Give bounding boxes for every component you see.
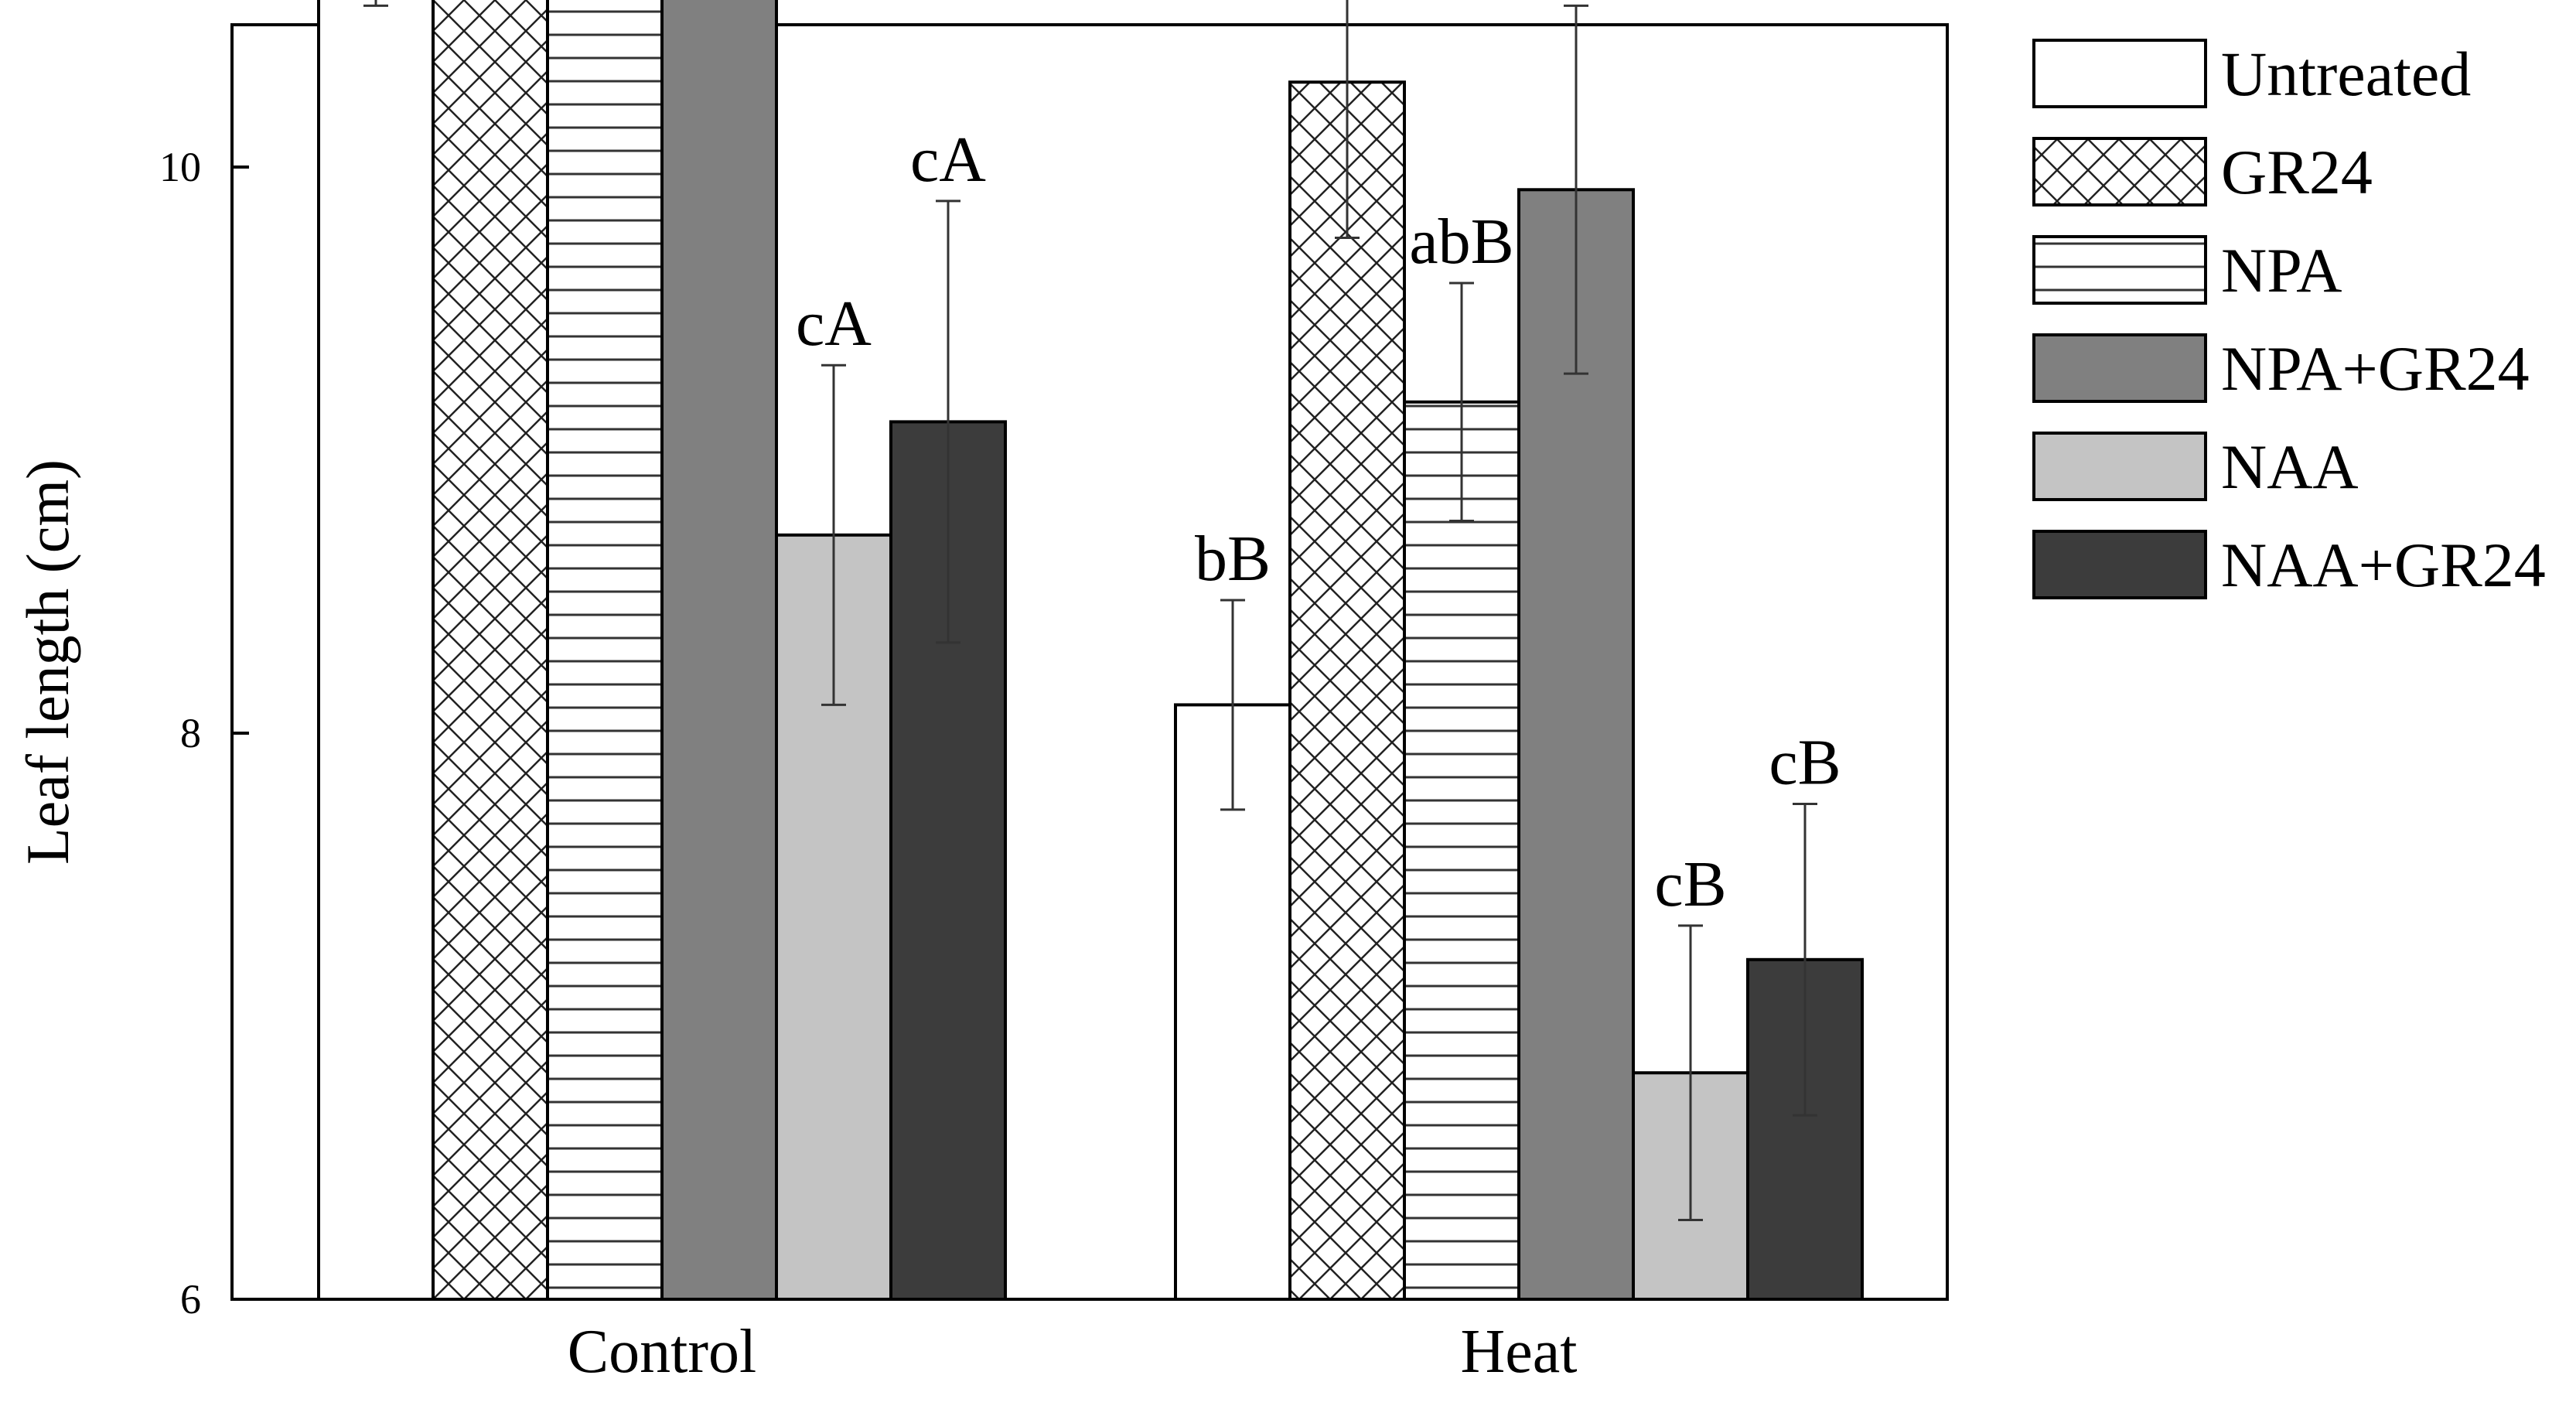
error-bar [1449,282,1474,522]
error-bar [821,363,846,706]
legend-label: NAA [2221,432,2359,502]
legend-swatch [2032,333,2207,403]
error-bar [1793,803,1817,1117]
legend-item: Untreated [2032,39,2471,109]
error-bar [1335,0,1360,239]
legend-swatch [2032,530,2207,599]
bar-npa-gr24-control [660,0,778,1301]
error-bar [363,0,388,7]
legend-item: NPA [2032,235,2342,305]
legend-label: GR24 [2221,137,2373,207]
significance-label: cB [1769,727,1841,799]
x-axis-categories: Control Heat [568,1282,1578,1386]
bar-series: bAbBaAaBabAabBabAaBcAcBcAcB [317,0,1864,1302]
bar-npa-heat [1403,400,1520,1301]
bar-npa-gr24-heat [1517,188,1635,1301]
bar-gr24-control [432,0,549,1302]
significance-label: cB [1654,848,1726,920]
y-axis-label: Leaf length (cm) [14,459,81,865]
category-label-heat: Heat [1460,1318,1577,1386]
legend-label: NPA [2221,235,2342,305]
legend-label: NPA+GR24 [2221,333,2530,404]
legend-item: NAA+GR24 [2032,530,2546,600]
legend-swatch [2032,235,2207,305]
y-tick-label: 8 [180,710,201,756]
legend-label: Untreated [2221,39,2471,109]
y-tick-label: 6 [180,1276,201,1322]
significance-label: cA [796,288,872,360]
y-tick-label: 10 [159,144,201,190]
legend-item: NPA+GR24 [2032,333,2530,404]
legend-item: NAA [2032,432,2359,502]
legend: Untreated GR24 NPA NPA+GR24 NAA NAA+GR24 [2032,39,2546,600]
legend-label: NAA+GR24 [2221,530,2546,600]
bar-naa-control [775,533,892,1301]
error-bar [1678,924,1703,1222]
plot-frame [230,23,1949,1301]
y-axis-ticks: 68101214 [159,144,249,1322]
significance-label: abB [1409,206,1513,278]
error-bar [936,200,960,644]
bar-untreated-control [317,0,435,1301]
significance-label: bB [1195,523,1271,595]
error-bar [1220,599,1245,811]
error-bar [1564,4,1588,375]
bar-gr24-heat [1288,80,1406,1302]
bar-npa-control [546,0,664,1302]
legend-item: GR24 [2032,137,2373,207]
legend-swatch [2032,39,2207,108]
category-label-control: Control [568,1318,756,1386]
legend-swatch [2032,432,2207,501]
significance-label: cA [910,124,986,196]
legend-swatch [2032,137,2207,206]
